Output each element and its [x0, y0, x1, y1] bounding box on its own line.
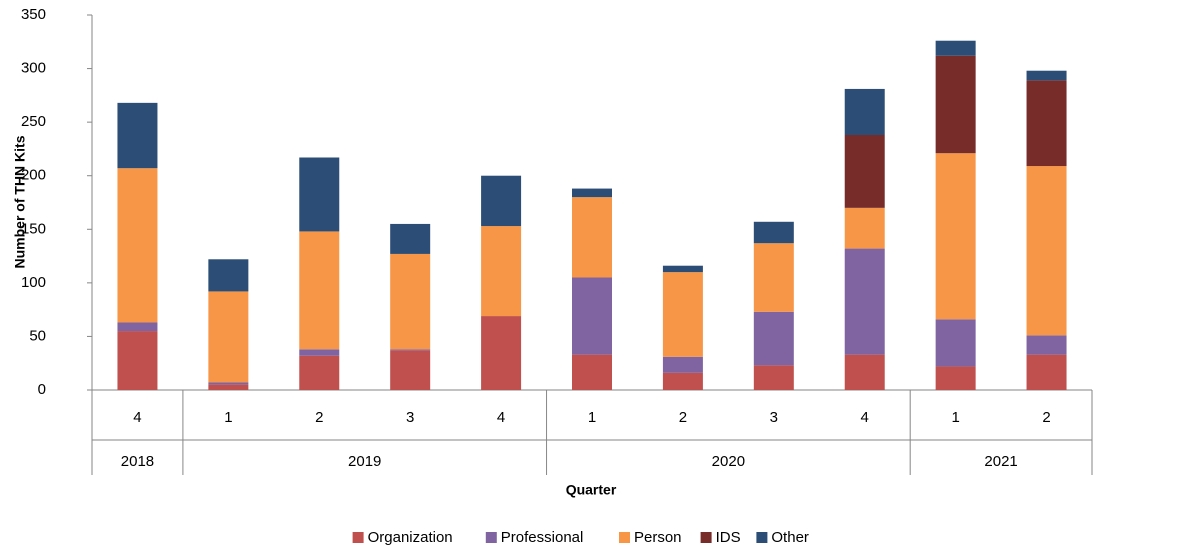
bar-segment [117, 322, 158, 332]
x-tick-label: 2 [679, 409, 687, 426]
bar-segment [117, 331, 158, 390]
bar-segment [1026, 354, 1067, 390]
x-tick-label: 1 [951, 409, 959, 426]
bar-segment [753, 365, 794, 390]
bar-segment [844, 135, 885, 208]
bar-segment [1026, 166, 1067, 336]
bar-segment [390, 253, 431, 350]
bar-segment [299, 231, 340, 350]
bar-segment [753, 243, 794, 312]
bar-segment [753, 221, 794, 244]
bar-segment [208, 291, 249, 383]
x-tick-label: 4 [497, 409, 505, 426]
group-label: 2021 [984, 453, 1017, 470]
bar-segment [1026, 80, 1067, 167]
legend-swatch [485, 532, 497, 543]
bar-segment [662, 265, 703, 273]
y-tick-label: 350 [21, 6, 46, 23]
bar-segment [572, 188, 612, 198]
y-tick-label: 200 [21, 167, 46, 184]
bar-segment [208, 384, 249, 390]
group-label: 2019 [348, 453, 381, 470]
bar-segment [844, 248, 885, 355]
x-tick-label: 4 [861, 409, 869, 426]
bar-segment [481, 226, 522, 317]
bar-segment [1026, 335, 1067, 355]
bar-segment [390, 350, 431, 390]
legend-label: Person [634, 529, 682, 546]
legend-swatch [700, 532, 712, 543]
legend-swatch [756, 532, 768, 543]
y-tick-label: 50 [29, 327, 46, 344]
bar-segment [935, 40, 976, 56]
bar-segment [572, 197, 612, 278]
bar-segment [1026, 70, 1067, 81]
x-tick-label: 2 [315, 409, 323, 426]
bar-segment [390, 223, 431, 254]
legend-swatch [619, 532, 630, 543]
bar-segment [572, 354, 612, 390]
y-tick-label: 100 [21, 274, 46, 291]
y-axis-title: Number of THN Kits [12, 135, 28, 268]
bar-segment [753, 311, 794, 366]
y-tick-label: 300 [21, 60, 46, 77]
group-label: 2018 [121, 453, 154, 470]
bar-segment [662, 272, 703, 357]
legend-label: Organization [368, 529, 453, 546]
y-tick-label: 150 [21, 220, 46, 237]
bar-segment [572, 277, 612, 355]
x-tick-label: 1 [588, 409, 596, 426]
bar-segment [299, 349, 340, 356]
y-tick-label: 0 [38, 381, 46, 398]
bar-segment [935, 319, 976, 367]
bar-segment [390, 349, 431, 351]
bar-segment [844, 354, 885, 390]
x-tick-label: 3 [770, 409, 778, 426]
legend-label: Other [771, 529, 809, 546]
bar-segment [481, 316, 522, 390]
bar-segment [662, 372, 703, 390]
group-label: 2020 [712, 453, 745, 470]
x-tick-label: 1 [224, 409, 232, 426]
legend-label: Professional [501, 529, 584, 546]
bar-segment [935, 153, 976, 320]
bar-segment [208, 259, 249, 292]
y-tick-label: 250 [21, 113, 46, 130]
x-tick-label: 3 [406, 409, 414, 426]
bar-segment [299, 157, 340, 232]
bar-segment [662, 356, 703, 373]
bar-segment [844, 88, 885, 135]
bar-segment [481, 175, 522, 227]
legend-swatch [352, 532, 364, 543]
bar-segment [117, 168, 158, 323]
bar-segment [299, 355, 340, 390]
bar-segment [117, 102, 158, 169]
bar-segment [935, 55, 976, 154]
x-axis-title: Quarter [566, 482, 617, 498]
legend-label: IDS [716, 529, 741, 546]
bar-segment [844, 207, 885, 249]
x-tick-label: 4 [133, 409, 141, 426]
bar-segment [208, 382, 249, 385]
bar-segment [935, 366, 976, 390]
x-tick-label: 2 [1042, 409, 1050, 426]
